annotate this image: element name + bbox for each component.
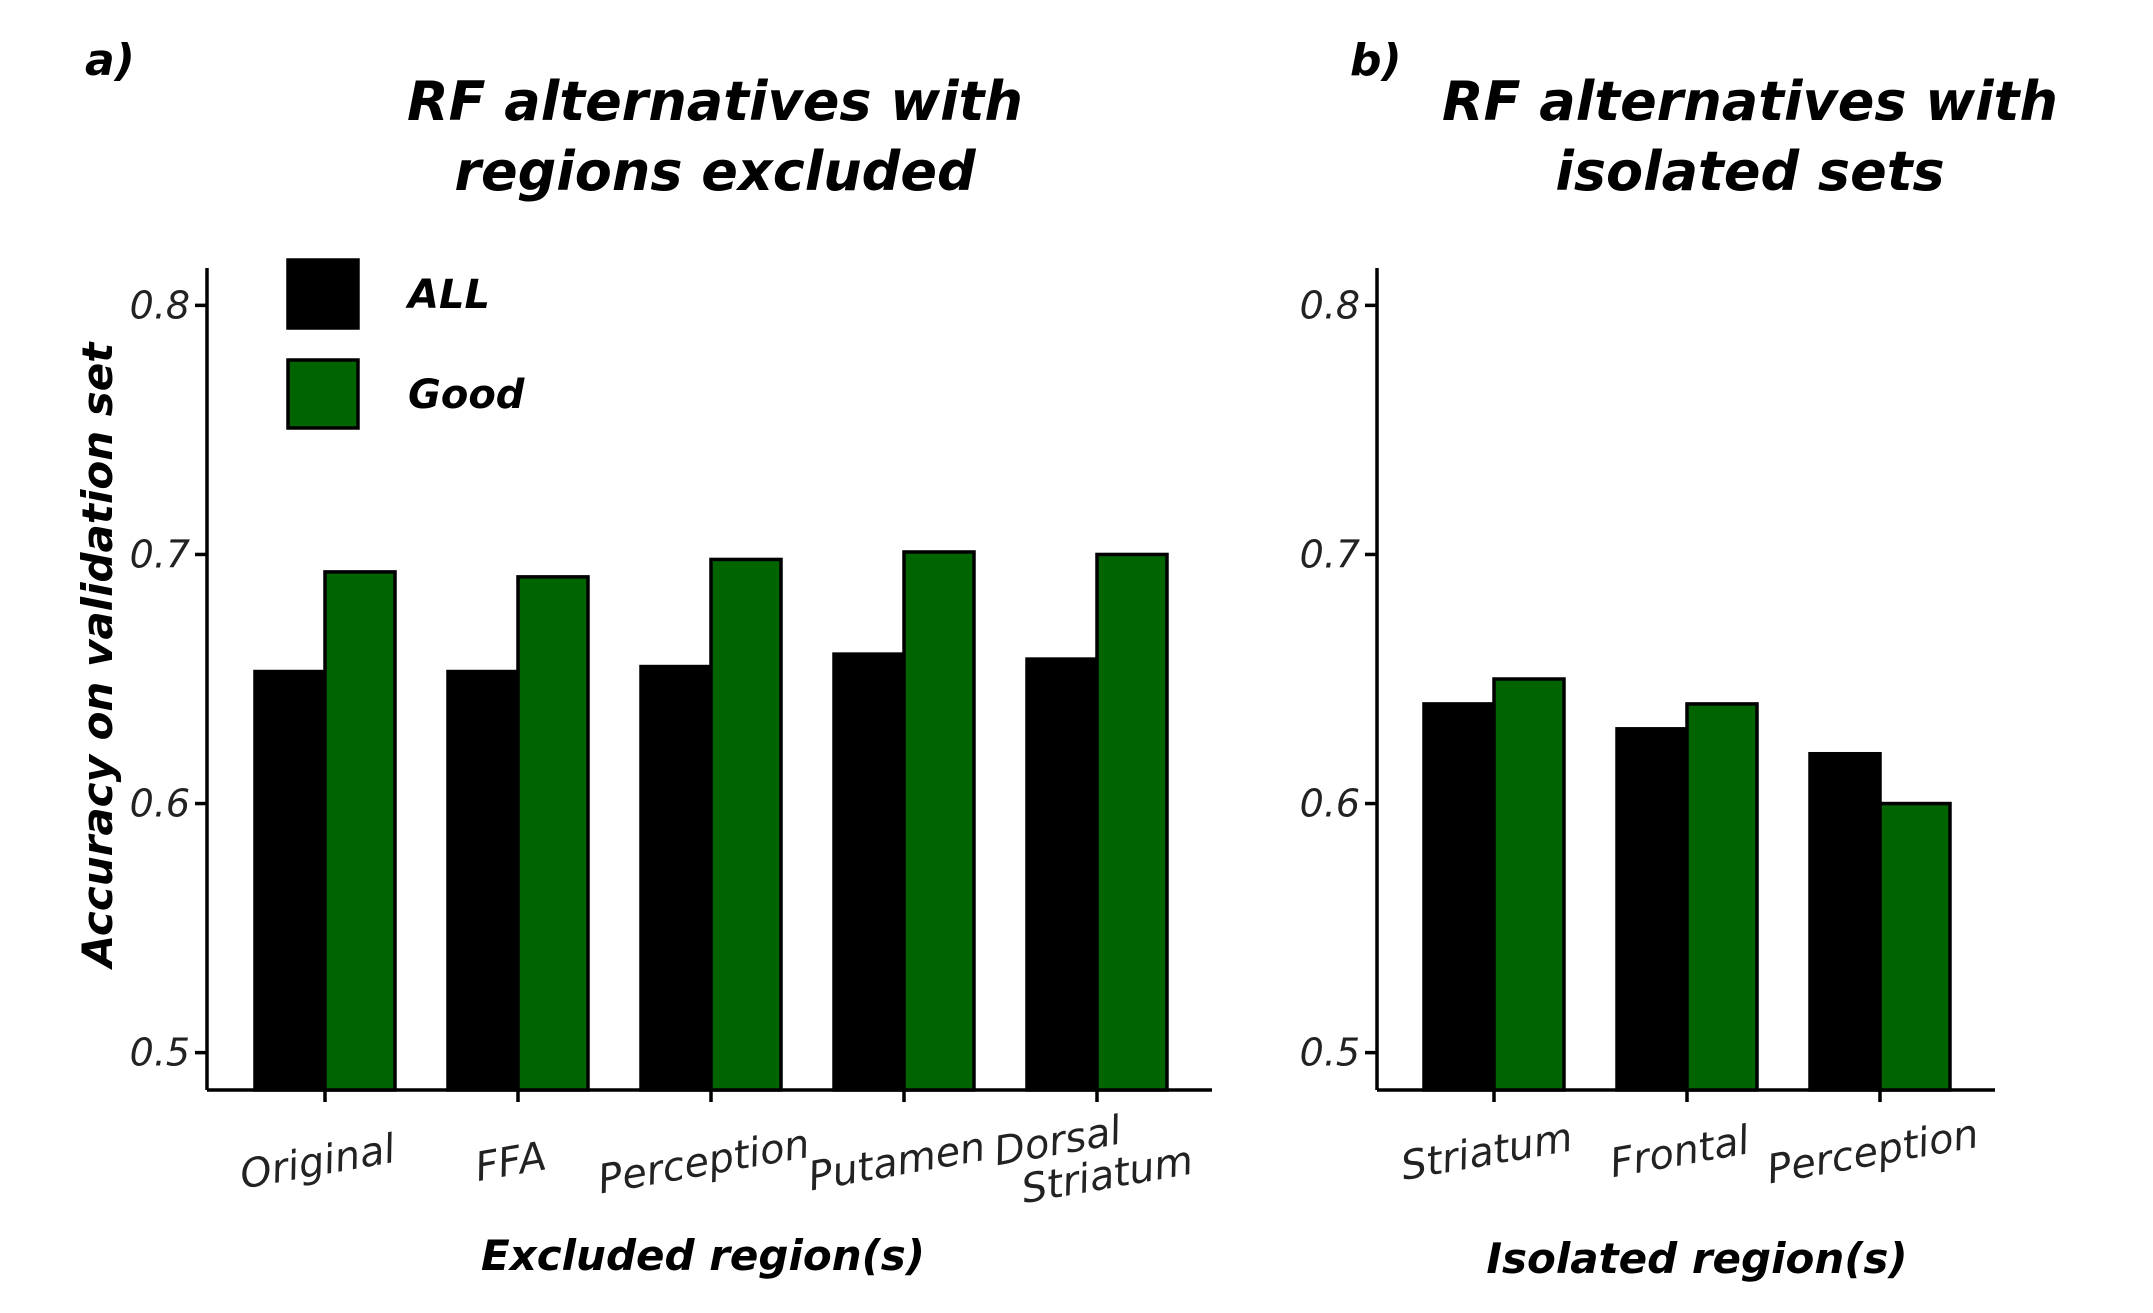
legend-label-all: ALL [405, 272, 490, 318]
y-tick-label: 0.8 [1300, 283, 1360, 327]
bar-all-4 [1025, 657, 1099, 1092]
bar-all-2 [639, 664, 713, 1092]
y-tick-label: 0.6 [130, 782, 190, 826]
panel-letter: b) [1350, 35, 1402, 86]
y-axis-title: Accuracy on validation set [73, 341, 122, 970]
y-tick-label: 0.6 [1300, 782, 1360, 826]
chart-title-line: regions excluded [454, 140, 977, 203]
chart-title-line: isolated sets [1555, 140, 1944, 203]
y-tick-label: 0.5 [1300, 1031, 1360, 1075]
y-tick-label: 0.7 [130, 532, 190, 576]
bar-all-2 [1808, 751, 1882, 1092]
panel-a: a) RF alternatives with regions excluded 0.… [73, 35, 1212, 1280]
legend-swatch-good [286, 358, 360, 430]
bar-all-3 [832, 652, 906, 1092]
legend-swatch-all [286, 258, 360, 330]
bar-all-0 [253, 669, 327, 1092]
bar-all-1 [446, 669, 520, 1092]
bar-good-1 [516, 575, 590, 1092]
bar-good-2 [709, 557, 783, 1092]
bar-good-4 [1095, 552, 1169, 1092]
bar-good-0 [1492, 677, 1566, 1092]
bar-good-0 [323, 570, 397, 1092]
chart-title-line: RF alternatives with [407, 70, 1023, 133]
panel-b: b) RF alternatives with isolated sets 0.5 0.… [1300, 35, 2058, 1283]
x-axis-title: Excluded region(s) [481, 1231, 925, 1280]
y-tick-label: 0.7 [1300, 532, 1360, 576]
panel-letter: a) [85, 35, 135, 86]
bar-all-0 [1422, 702, 1496, 1092]
chart-title-line: RF alternatives with [1442, 70, 2058, 133]
bar-good-1 [1685, 702, 1759, 1092]
bar-good-2 [1878, 801, 1952, 1092]
bar-good-3 [902, 550, 976, 1092]
legend-label-good: Good [408, 372, 525, 418]
legend: ALL Good [286, 258, 525, 430]
y-tick-label: 0.8 [130, 283, 190, 327]
bar-all-1 [1615, 727, 1689, 1092]
x-axis-title: Isolated region(s) [1486, 1234, 1907, 1283]
y-tick-label: 0.5 [130, 1031, 190, 1075]
